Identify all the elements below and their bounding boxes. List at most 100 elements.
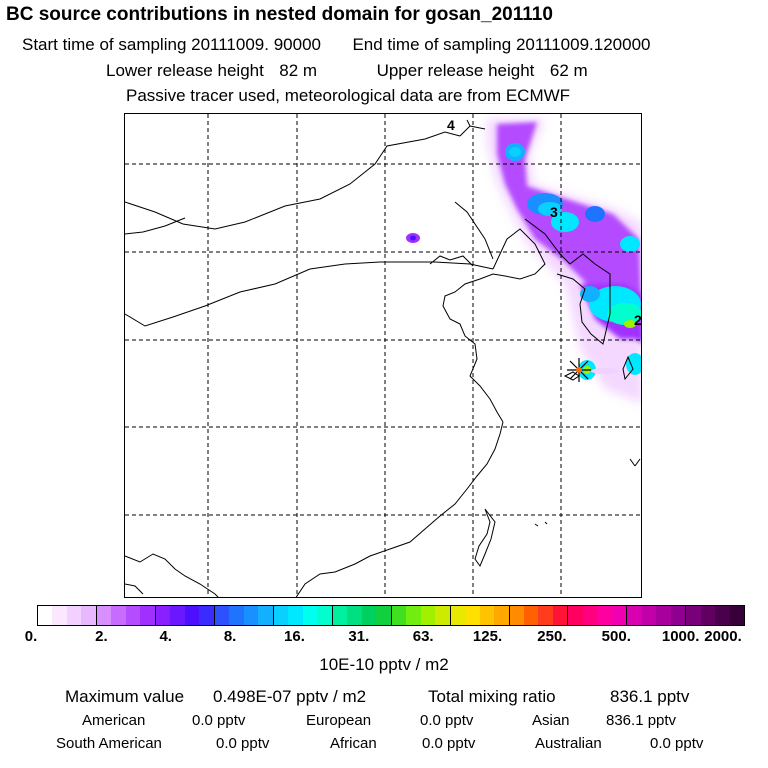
colorbar-segment (332, 606, 348, 625)
african-label: African (330, 735, 377, 752)
colorbar-segment (479, 606, 495, 625)
american-value: 0.0 pptv (192, 712, 246, 729)
map-canvas: 4 3 2 (125, 114, 642, 597)
contour-label-2: 2 (634, 312, 642, 328)
upper-release-label: Upper release height (376, 61, 535, 80)
colorbar-segment (509, 606, 524, 625)
australian-value: 0.0 pptv (650, 735, 704, 752)
colorbar-tick-label: 125. (472, 628, 503, 645)
start-time-value: 20111009. 90000 (191, 35, 321, 54)
colorbar-segment (715, 606, 730, 625)
colorbar-segment (111, 606, 126, 625)
american-label: American (82, 712, 146, 729)
colorbar-tick-label: 1000. (661, 628, 700, 645)
colorbar-segment (214, 606, 230, 625)
colorbar-tick-label: 8. (223, 628, 237, 645)
colorbar-segment (391, 606, 407, 625)
colorbar-segment (170, 606, 185, 625)
end-time-label: End time of sampling (352, 35, 512, 54)
colorbar-segment (406, 606, 421, 625)
map-panel: 4 3 2 (124, 113, 642, 598)
colorbar-tick-label: 16. (284, 628, 305, 645)
colorbar-segment (96, 606, 112, 625)
asian-value: 836.1 pptv (606, 712, 677, 729)
release-heights-line: Lower release height 82 m Upper release … (106, 61, 588, 81)
total-mixing-value: 836.1 pptv (610, 687, 690, 706)
coastlines (125, 119, 641, 597)
colorbar-tick-label: 2000. (704, 628, 742, 645)
plot-title: BC source contributions in nested domain… (6, 4, 553, 25)
south-american-value: 0.0 pptv (216, 735, 270, 752)
station-marker-icon (567, 358, 591, 382)
african-value: 0.0 pptv (422, 735, 476, 752)
colorbar-segment (523, 606, 539, 625)
colorbar-segment (347, 606, 362, 625)
colorbar-segment (273, 606, 289, 625)
colorbar-tick-label: 31. (348, 628, 370, 645)
european-value: 0.0 pptv (420, 712, 474, 729)
colorbar-segment (155, 606, 171, 625)
colorbar-segment (199, 606, 215, 625)
european-label: European (306, 712, 372, 729)
colorbar-tick-label: 2. (95, 628, 108, 645)
colorbar-segment (140, 606, 156, 625)
colorbar-tick-label: 63. (412, 628, 434, 645)
colorbar-segment (229, 606, 244, 625)
colorbar-segment (52, 606, 67, 625)
colorbar-segment (494, 606, 510, 625)
colorbar-tick-label: 500. (601, 628, 631, 645)
start-time-label: Start time of sampling (22, 35, 187, 54)
colorbar-segment (184, 606, 200, 625)
colorbar-segment (420, 606, 436, 625)
colorbar-segment (729, 606, 745, 625)
max-value: 0.498E-07 pptv / m2 (213, 687, 367, 706)
contour-label-4: 4 (447, 117, 455, 133)
colorbar (37, 605, 745, 626)
colorbar-segment (582, 606, 598, 625)
contour-label-3: 3 (550, 204, 558, 220)
tracer-note: Passive tracer used, meteorological data… (126, 86, 571, 105)
plume-core (406, 143, 641, 380)
colorbar-tick-label: 0. (24, 628, 38, 645)
colorbar-segment (125, 606, 141, 625)
colorbar-segment (66, 606, 82, 625)
colorbar-segment (670, 606, 687, 625)
colorbar-segment (552, 606, 569, 625)
colorbar-segment (686, 606, 701, 625)
colorbar-segment (465, 606, 480, 625)
colorbar-tick-label: 250. (537, 628, 567, 645)
colorbar-segment (656, 606, 671, 625)
colorbar-segment (450, 606, 466, 625)
colorbar-segment (597, 606, 612, 625)
colorbar-segment (627, 606, 642, 625)
australian-label: Australian (535, 735, 602, 752)
max-value-label: Maximum value (65, 687, 185, 706)
colorbar-segment (376, 606, 392, 625)
colorbar-units: 10E-10 pptv / m2 (319, 655, 449, 674)
colorbar-segment (700, 606, 716, 625)
colorbar-segment (361, 606, 377, 625)
colorbar-segment (568, 606, 583, 625)
colorbar-tick-labels: 0. 2. 4. 8. 16. 31. 63. 125. 250. 500. 1000. 2000. (0, 628, 768, 648)
colorbar-segment (302, 606, 318, 625)
colorbar-segment (538, 606, 553, 625)
sampling-times-line: Start time of sampling 20111009. 90000 E… (22, 35, 651, 55)
upper-release-value: 62 m (549, 61, 588, 80)
colorbar-segment (81, 606, 97, 625)
colorbar-segment (38, 606, 53, 625)
total-mixing-label: Total mixing ratio (428, 687, 556, 706)
asian-label: Asian (532, 712, 570, 729)
colorbar-segment (611, 606, 628, 625)
colorbar-segment (243, 606, 259, 625)
colorbar-tick-label: 4. (159, 628, 172, 645)
south-american-label: South American (56, 735, 162, 752)
lat-lon-grid (125, 114, 641, 597)
colorbar-segment (317, 606, 333, 625)
colorbar-segment (288, 606, 303, 625)
lower-release-value: 82 m (279, 61, 318, 80)
lower-release-label: Lower release height (106, 61, 264, 80)
colorbar-segment (435, 606, 451, 625)
colorbar-segment (641, 606, 657, 625)
colorbar-segment (258, 606, 274, 625)
end-time-value: 20111009.120000 (515, 35, 651, 54)
